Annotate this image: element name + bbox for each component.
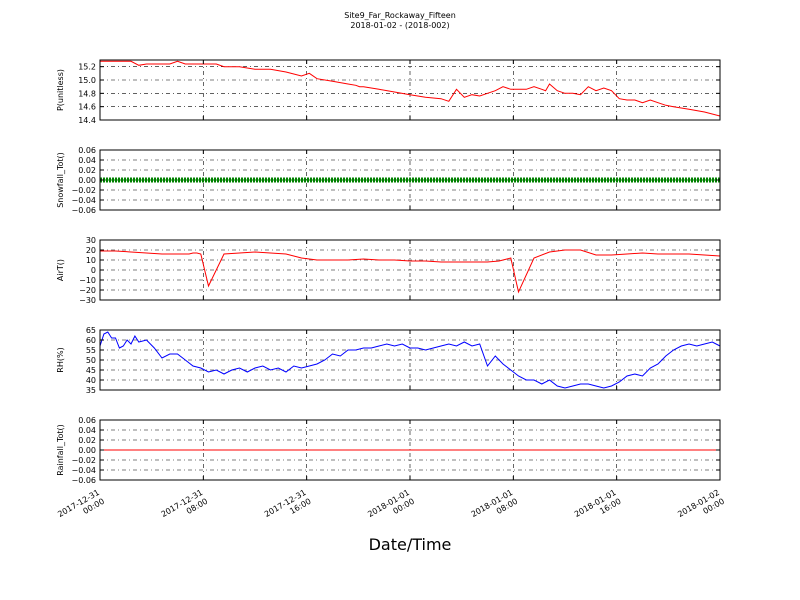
y-tick-label: 60 <box>86 336 96 345</box>
y-tick-label: 0.02 <box>78 166 96 175</box>
figure-subtitle: 2018-01-02 - (2018-002) <box>350 21 450 30</box>
x-tick-label: 2018-01-0200:00 <box>676 488 726 528</box>
series-line <box>100 331 720 389</box>
x-tick-label: 2018-01-0116:00 <box>573 488 623 528</box>
y-tick-label: 30 <box>86 236 96 245</box>
y-tick-label: 0.00 <box>78 446 96 455</box>
y-tick-label: −0.06 <box>71 476 96 485</box>
y-tick-label: 0.00 <box>78 176 96 185</box>
y-axis-label: AirT() <box>56 259 65 281</box>
x-tick-label: 2017-12-3116:00 <box>263 488 313 528</box>
y-tick-label: 14.6 <box>78 103 96 112</box>
x-axis-label: Date/Time <box>368 535 452 554</box>
y-tick-label: 55 <box>86 346 96 355</box>
y-axis-label: Snowfall_Tot() <box>56 152 65 208</box>
y-tick-label: −0.06 <box>71 206 96 215</box>
y-tick-label: 40 <box>86 376 96 385</box>
y-tick-label: −30 <box>79 296 96 305</box>
y-tick-label: 0.02 <box>78 436 96 445</box>
x-tick-label: 2017-12-3100:00 <box>56 488 106 528</box>
y-tick-label: 0.06 <box>78 416 96 425</box>
y-axis-label: P(unitless) <box>56 69 65 111</box>
y-tick-label: 0.04 <box>78 156 96 165</box>
y-tick-label: 0.06 <box>78 146 96 155</box>
y-tick-label: −10 <box>79 276 96 285</box>
y-tick-label: 15.0 <box>78 76 96 85</box>
y-tick-label: −0.04 <box>71 466 96 475</box>
y-tick-label: 0.04 <box>78 426 96 435</box>
series-line <box>100 60 720 117</box>
y-tick-label: −0.02 <box>71 186 96 195</box>
y-tick-label: −0.04 <box>71 196 96 205</box>
y-tick-label: 10 <box>86 256 96 265</box>
series-line <box>100 249 720 294</box>
y-tick-label: 0 <box>91 266 96 275</box>
y-tick-label: 14.4 <box>78 116 96 125</box>
x-tick-label: 2018-01-0100:00 <box>366 488 416 528</box>
y-axis-label: Rainfall_Tot() <box>56 424 65 476</box>
y-tick-label: 14.8 <box>78 89 96 98</box>
y-tick-label: −20 <box>79 286 96 295</box>
y-tick-label: 15.2 <box>78 63 96 72</box>
y-tick-label: 65 <box>86 326 96 335</box>
x-tick-label: 2018-01-0108:00 <box>470 488 520 528</box>
y-tick-label: 35 <box>86 386 96 395</box>
y-tick-label: 20 <box>86 246 96 255</box>
y-tick-label: 45 <box>86 366 96 375</box>
x-tick-label: 2017-12-3108:00 <box>160 488 210 528</box>
figure-title: Site9_Far_Rockaway_Fifteen <box>344 11 456 20</box>
y-tick-label: −0.02 <box>71 456 96 465</box>
y-tick-label: 50 <box>86 356 96 365</box>
y-axis-label: RH(%) <box>56 347 65 372</box>
